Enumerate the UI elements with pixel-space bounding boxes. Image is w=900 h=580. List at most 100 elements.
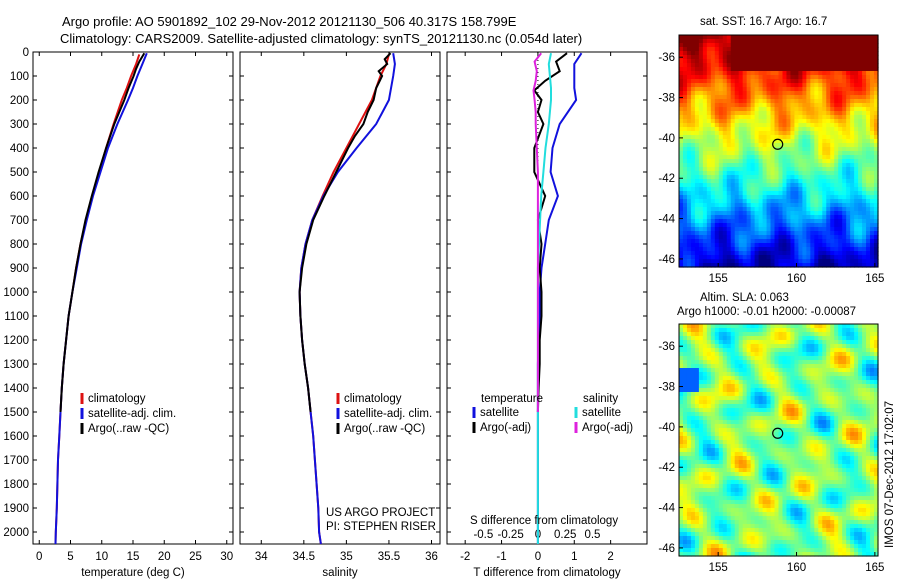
heatmap-cell — [834, 199, 839, 204]
heatmap-cell — [710, 239, 716, 244]
heatmap-cell — [730, 332, 736, 337]
heatmap-cell — [838, 211, 843, 216]
heatmap-cell — [850, 344, 855, 349]
heatmap-cell — [750, 183, 756, 188]
heatmap-cell — [830, 428, 835, 433]
heatmap-cell — [846, 235, 851, 240]
heatmap-cell — [718, 131, 724, 136]
heatmap-cell — [682, 372, 688, 377]
heatmap-cell — [698, 380, 704, 385]
heatmap-cell — [742, 167, 748, 172]
heatmap-cell — [838, 324, 843, 329]
heatmap-cell — [726, 147, 732, 152]
heatmap-cell — [679, 400, 684, 405]
heatmap-cell — [814, 75, 819, 80]
heatmap-cell — [870, 328, 875, 333]
heatmap-cell — [682, 167, 688, 172]
heatmap-cell — [866, 380, 871, 385]
heatmap-cell — [838, 456, 843, 461]
heatmap-cell — [706, 259, 712, 264]
heatmap-cell — [742, 255, 748, 260]
heatmap-cell — [866, 356, 871, 361]
heatmap-cell — [679, 175, 684, 180]
heatmap-cell — [818, 63, 823, 68]
heatmap-cell — [726, 131, 732, 136]
heatmap-cell — [718, 51, 724, 56]
heatmap-cell — [726, 79, 732, 84]
heatmap-cell — [810, 352, 815, 357]
heatmap-cell — [746, 91, 752, 96]
heatmap-cell — [786, 167, 792, 172]
heatmap-cell — [810, 324, 815, 329]
heatmap-cell — [750, 448, 756, 453]
heatmap-cell — [826, 71, 831, 76]
heatmap-cell — [782, 59, 788, 64]
heatmap-cell — [774, 456, 780, 461]
heatmap-cell — [818, 227, 823, 232]
heatmap-cell — [774, 215, 780, 220]
heatmap-cell — [730, 147, 736, 152]
heatmap-cell — [862, 143, 867, 148]
heatmap-cell — [830, 171, 835, 176]
heatmap-cell — [822, 191, 827, 196]
heatmap-cell — [698, 103, 704, 108]
heatmap-cell — [686, 71, 692, 76]
heatmap-cell — [798, 328, 803, 333]
heatmap-cell — [790, 376, 796, 381]
heatmap-cell — [702, 67, 708, 72]
heatmap-cell — [702, 171, 708, 176]
heatmap-cell — [822, 324, 827, 329]
heatmap-cell — [746, 424, 752, 429]
heatmap-cell — [798, 115, 803, 120]
heatmap-cell — [818, 155, 823, 160]
heatmap-cell — [742, 103, 748, 108]
heatmap-cell — [770, 119, 776, 124]
heatmap-cell — [794, 159, 799, 164]
heatmap-cell — [838, 171, 843, 176]
heatmap-cell — [842, 364, 847, 369]
heatmap-cell — [758, 75, 764, 80]
heatmap-cell — [842, 332, 847, 337]
heatmap-cell — [682, 119, 688, 124]
heatmap-cell — [794, 231, 799, 236]
heatmap-cell — [806, 115, 811, 120]
heatmap-cell — [710, 139, 716, 144]
heatmap-cell — [854, 195, 859, 200]
heatmap-cell — [798, 179, 803, 184]
heatmap-cell — [726, 420, 732, 425]
heatmap-cell — [750, 99, 756, 104]
heatmap-cell — [790, 464, 796, 469]
heatmap-cell — [794, 151, 799, 156]
heatmap-cell — [742, 39, 748, 44]
heatmap-cell — [834, 135, 839, 140]
heatmap-cell — [826, 408, 831, 413]
heatmap-cell — [742, 219, 748, 224]
heatmap-cell — [730, 380, 736, 385]
heatmap-cell — [750, 376, 756, 381]
heatmap-cell — [862, 328, 867, 333]
heatmap-cell — [830, 151, 835, 156]
heatmap-cell — [698, 191, 704, 196]
heatmap-cell — [774, 39, 780, 44]
heatmap-cell — [730, 43, 736, 48]
heatmap-cell — [822, 340, 827, 345]
heatmap-cell — [726, 111, 732, 116]
heatmap-cell — [679, 440, 684, 445]
heatmap-cell — [734, 99, 740, 104]
heatmap-cell — [690, 67, 696, 72]
heatmap-cell — [826, 171, 831, 176]
heatmap-cell — [682, 95, 688, 100]
heatmap-cell — [826, 59, 831, 64]
heatmap-cell — [850, 87, 855, 92]
heatmap-cell — [746, 356, 752, 361]
heatmap-cell — [766, 368, 772, 373]
heatmap-cell — [802, 243, 807, 248]
heatmap-cell — [698, 43, 704, 48]
heatmap-cell — [754, 115, 760, 120]
heatmap-cell — [718, 372, 724, 377]
heatmap-cell — [838, 187, 843, 192]
heatmap-cell — [810, 127, 815, 132]
heatmap-cell — [754, 123, 760, 128]
heatmap-cell — [702, 444, 708, 449]
heatmap-cell — [834, 452, 839, 457]
